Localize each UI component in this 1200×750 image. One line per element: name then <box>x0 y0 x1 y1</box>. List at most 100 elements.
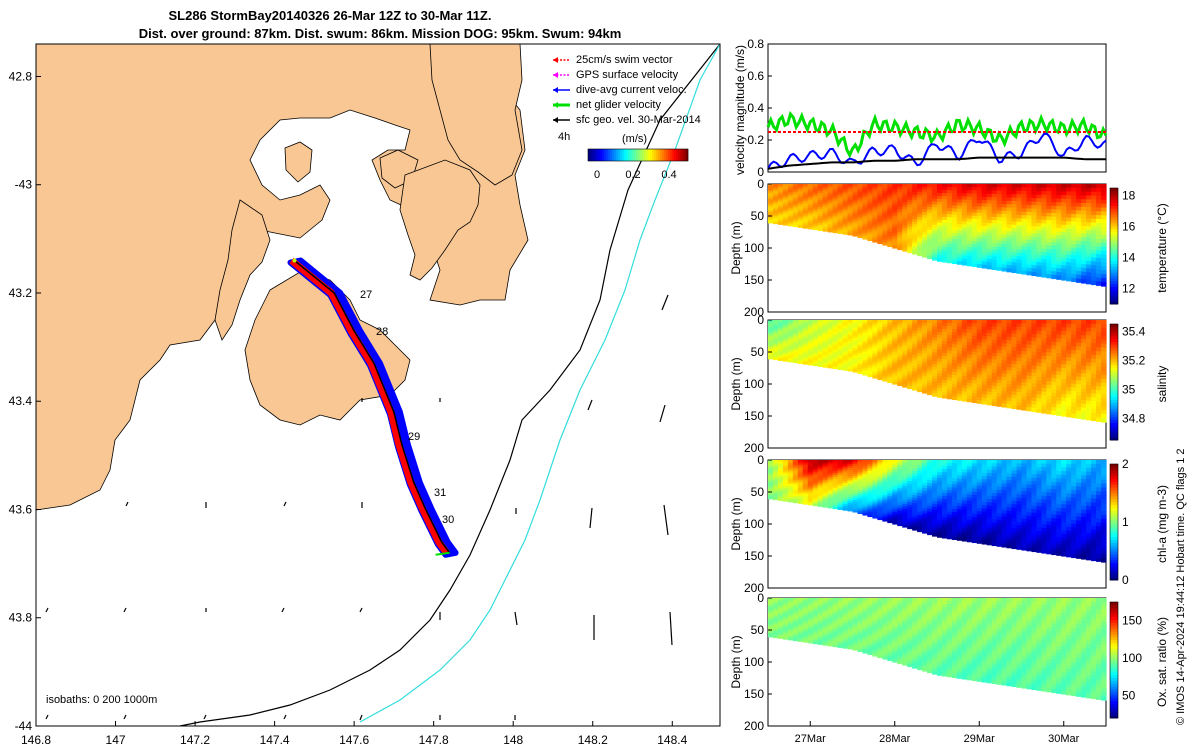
section-cell <box>797 474 804 478</box>
section-cell <box>768 355 774 358</box>
section-cell <box>981 209 988 214</box>
section-cell <box>991 382 998 387</box>
section-cell <box>852 481 859 485</box>
section-cell <box>882 226 888 230</box>
speed-colorbar-cell <box>598 149 601 161</box>
section-cell <box>842 504 849 507</box>
section-cell <box>1066 206 1072 211</box>
section-cell <box>1016 269 1023 274</box>
section-cell <box>797 220 804 223</box>
section-cell <box>907 515 913 519</box>
section-cell <box>772 475 779 478</box>
section-cell <box>772 212 779 216</box>
section-cell <box>912 322 918 326</box>
section-cell <box>981 378 988 382</box>
section-cell <box>812 222 819 225</box>
section-cell <box>941 204 948 209</box>
section-cell <box>927 192 933 197</box>
section-cell <box>996 392 1003 397</box>
section-cell <box>986 245 993 250</box>
section-cell <box>787 360 794 363</box>
section-cell <box>812 184 819 187</box>
section-cell <box>768 195 774 199</box>
section-cell <box>1086 389 1092 394</box>
section-cell <box>966 529 973 533</box>
section-cell <box>882 350 888 354</box>
section-cell <box>917 473 923 478</box>
section-cell <box>882 338 888 342</box>
section-cell <box>892 334 898 338</box>
section-cell <box>1006 224 1013 229</box>
legend-arrowhead <box>553 102 558 108</box>
section-cell <box>966 209 973 213</box>
section-cell <box>937 460 943 464</box>
section-cell <box>917 465 923 469</box>
section-cell <box>892 188 898 192</box>
section-cell <box>837 331 844 334</box>
title-line2: Dist. over ground: 87km. Dist. swum: 86k… <box>139 26 622 41</box>
section-cell <box>966 221 973 226</box>
section-cell <box>817 196 824 199</box>
section-cell <box>877 370 883 374</box>
section-cell <box>857 494 864 498</box>
section-cell <box>971 383 978 388</box>
section-cell <box>1081 361 1087 367</box>
section-cell <box>1001 227 1008 232</box>
section-cell <box>777 461 784 464</box>
section-cell <box>892 184 898 188</box>
section-cell <box>1076 403 1082 408</box>
section-cell <box>941 355 948 360</box>
section-cell <box>842 352 849 356</box>
section-cell <box>872 353 878 357</box>
section-cell <box>1101 394 1107 400</box>
section-cell <box>842 496 849 500</box>
section-cell <box>862 474 869 478</box>
section-cell <box>1101 262 1107 268</box>
section-cell <box>1101 414 1107 419</box>
section-cell <box>802 482 809 485</box>
section-cell <box>768 485 774 488</box>
section-cell <box>981 190 988 195</box>
section-cell <box>961 512 968 517</box>
section-cell <box>951 344 958 349</box>
section-cell <box>912 245 918 250</box>
section-cell <box>1066 413 1072 418</box>
section-cell <box>847 460 854 463</box>
section-cell <box>822 350 829 354</box>
section-cell <box>1061 268 1067 274</box>
section-cell <box>837 216 844 219</box>
section-cell <box>927 388 933 393</box>
section-cell <box>902 368 908 373</box>
section-cell <box>1001 247 1008 252</box>
section-cell <box>1061 323 1067 328</box>
section-cell <box>882 230 888 234</box>
section-cell <box>852 329 859 333</box>
section-cell <box>902 488 908 492</box>
section-cell <box>857 328 864 331</box>
section-cell <box>862 230 869 234</box>
section-cell <box>782 223 789 226</box>
speed-colorbar-cell <box>648 149 651 161</box>
section-cell <box>951 347 958 352</box>
section-cell <box>946 359 953 363</box>
section-cell <box>1026 323 1033 328</box>
geo-arrow <box>283 501 287 507</box>
section-cell <box>986 249 993 254</box>
section-cell <box>1031 348 1038 353</box>
section-cell <box>772 327 779 330</box>
section-colorbar-cell <box>1110 263 1118 267</box>
section-cell <box>802 190 809 194</box>
section-cell <box>897 352 903 356</box>
section-cell <box>1021 358 1028 363</box>
section-cell <box>922 328 928 332</box>
section-cell <box>917 515 923 519</box>
section-cell <box>1096 234 1102 240</box>
section-cell <box>927 247 933 251</box>
section-cell <box>817 486 824 490</box>
section-cell <box>847 329 854 333</box>
section-cell <box>792 357 799 360</box>
section-cell <box>902 379 908 383</box>
section-cell <box>1071 214 1077 219</box>
section-cell <box>922 339 928 344</box>
section-cell <box>1101 327 1107 333</box>
